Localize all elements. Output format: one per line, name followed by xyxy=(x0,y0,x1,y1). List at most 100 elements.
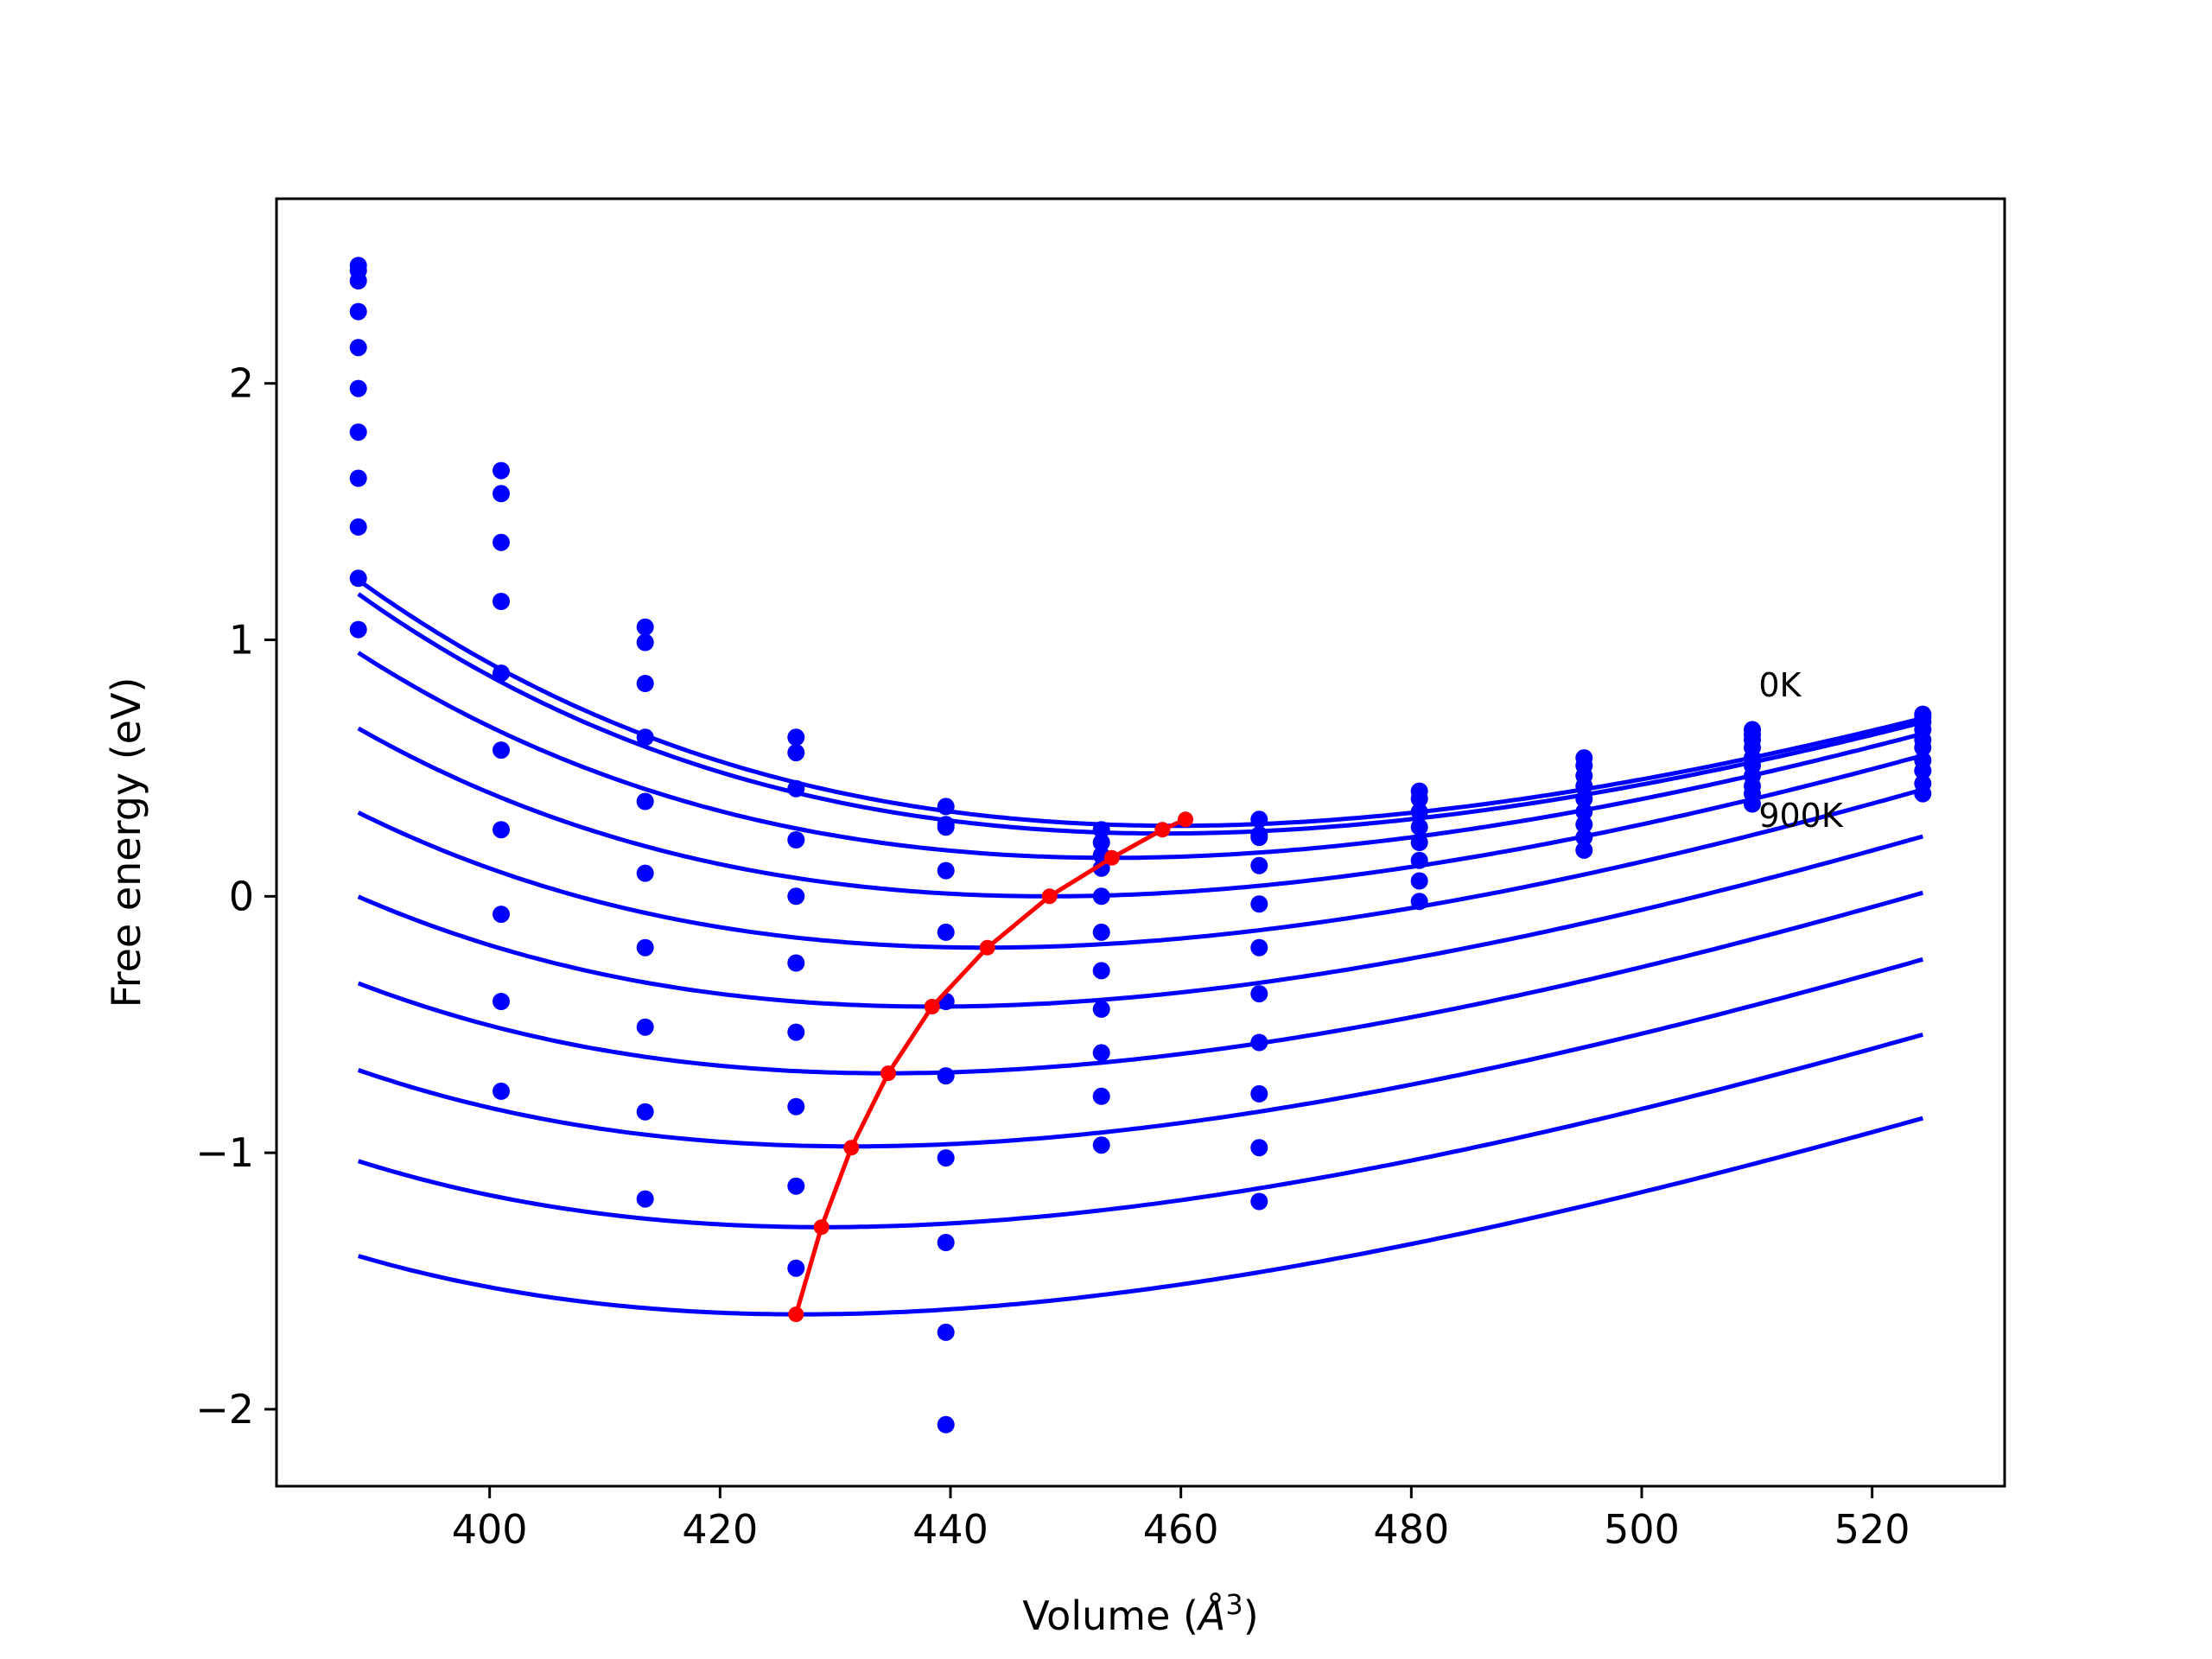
annotation-label: 900K xyxy=(1758,797,1844,835)
data-point xyxy=(1914,785,1932,803)
data-point xyxy=(1092,1000,1110,1018)
data-points xyxy=(349,257,1932,1433)
data-point xyxy=(1575,841,1593,859)
data-point xyxy=(349,339,367,357)
data-point xyxy=(787,1177,805,1195)
fit-curve-0 xyxy=(357,578,1923,829)
data-point xyxy=(636,1018,654,1036)
data-point xyxy=(1092,821,1110,839)
data-point xyxy=(1250,1192,1268,1211)
data-point xyxy=(636,675,654,692)
minimum-path-point xyxy=(813,1219,830,1236)
y-tick-label: 2 xyxy=(229,360,254,407)
data-point xyxy=(636,1190,654,1208)
data-point xyxy=(787,887,805,906)
x-axis-label: Volume (Å3) xyxy=(1022,1588,1258,1639)
data-point xyxy=(493,821,510,839)
data-point xyxy=(937,923,955,941)
x-tick-label: 440 xyxy=(912,1506,988,1553)
data-point xyxy=(1250,856,1268,874)
fit-curve-9 xyxy=(358,1116,1923,1317)
data-point xyxy=(937,1067,955,1085)
fit-curve-2 xyxy=(357,651,1923,861)
data-point xyxy=(1410,834,1428,851)
minimum-path-point xyxy=(788,1306,804,1323)
fit-curve-3 xyxy=(357,726,1923,899)
minimum-path-point xyxy=(880,1065,896,1082)
plot-frame xyxy=(275,197,2006,1488)
data-point xyxy=(787,1023,805,1041)
data-point xyxy=(1092,887,1110,906)
data-point xyxy=(1250,895,1268,913)
data-point xyxy=(349,620,367,639)
data-point xyxy=(1410,803,1428,821)
fit-curve-5 xyxy=(357,834,1923,1009)
data-point xyxy=(787,954,805,972)
data-point xyxy=(493,664,510,683)
data-point xyxy=(636,728,654,747)
y-tick-label: 0 xyxy=(229,873,254,919)
data-point xyxy=(1250,985,1268,1003)
minimum-path-point xyxy=(1041,888,1058,905)
data-point xyxy=(493,533,510,551)
data-point xyxy=(1575,829,1593,847)
minimum-path-line xyxy=(793,817,1187,1315)
data-point xyxy=(493,1082,510,1100)
data-point xyxy=(493,593,510,610)
data-point xyxy=(787,728,805,747)
data-point xyxy=(1914,761,1932,779)
data-point xyxy=(1250,938,1268,957)
minimum-path-point xyxy=(1178,811,1193,828)
data-point xyxy=(636,1103,654,1121)
data-point xyxy=(787,744,805,762)
data-point xyxy=(493,993,510,1010)
data-point xyxy=(937,1415,955,1433)
data-point xyxy=(349,423,367,442)
data-point xyxy=(1092,1044,1110,1062)
fit-curve-4 xyxy=(357,787,1923,950)
minimum-path-point xyxy=(843,1140,860,1156)
annotation-label: 0K xyxy=(1758,666,1802,704)
x-tick-label: 520 xyxy=(1834,1506,1910,1553)
data-point xyxy=(1410,872,1428,890)
fit-curve-6 xyxy=(357,890,1924,1076)
data-point xyxy=(493,741,510,760)
data-point xyxy=(1250,829,1268,847)
x-tick-label: 500 xyxy=(1604,1506,1680,1553)
data-point xyxy=(937,818,955,836)
data-point xyxy=(636,938,654,957)
minimum-path xyxy=(788,811,1193,1323)
data-point xyxy=(787,1097,805,1116)
minimum-path-point xyxy=(979,939,995,956)
data-point xyxy=(1575,777,1593,795)
data-point xyxy=(349,302,367,321)
y-axis-ticks: −2 −1 0 1 2 xyxy=(195,360,276,1433)
fit-curve-1 xyxy=(357,592,1923,836)
data-point xyxy=(1250,1139,1268,1157)
data-point xyxy=(1914,739,1932,757)
y-tick-label: 1 xyxy=(229,617,254,664)
data-point xyxy=(1410,851,1428,869)
data-point xyxy=(787,1259,805,1277)
fit-curve-7 xyxy=(357,957,1923,1149)
data-point xyxy=(1092,1087,1110,1105)
data-point xyxy=(636,618,654,636)
data-point xyxy=(787,831,805,849)
data-point xyxy=(937,1149,955,1167)
data-point xyxy=(1575,816,1593,834)
data-point xyxy=(636,864,654,882)
data-point xyxy=(349,379,367,397)
data-point xyxy=(636,792,654,810)
data-point xyxy=(1410,818,1428,836)
x-axis-ticks: 400 420 440 460 480 500 520 xyxy=(452,1486,1910,1553)
data-point xyxy=(937,798,955,816)
x-tick-label: 460 xyxy=(1143,1506,1219,1553)
data-point xyxy=(937,861,955,880)
data-point xyxy=(1092,923,1110,941)
data-point xyxy=(1410,790,1428,808)
data-point xyxy=(1575,790,1593,808)
data-point xyxy=(1092,834,1110,851)
minimum-path-point xyxy=(1154,822,1171,838)
data-point xyxy=(349,469,367,487)
